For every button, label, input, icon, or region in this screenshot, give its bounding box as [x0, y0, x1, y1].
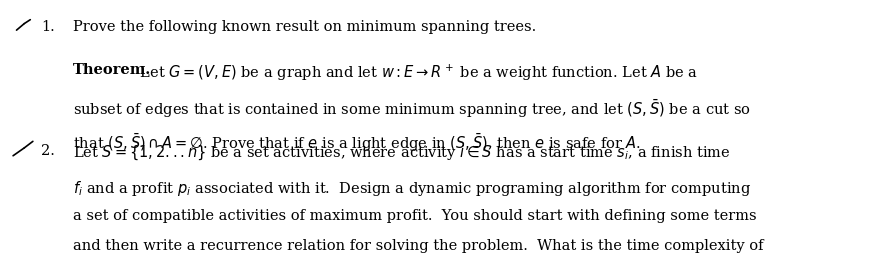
Text: 1.: 1.: [41, 20, 55, 34]
Text: Let $S = \{1, 2...n\}$ be a set activities, where activity $i \in S$ has a start: Let $S = \{1, 2...n\}$ be a set activiti…: [74, 144, 730, 162]
Text: that $(S, \bar{S}) \cap A = \emptyset$. Prove that if $e$ is a light edge in $(S: that $(S, \bar{S}) \cap A = \emptyset$. …: [74, 132, 641, 154]
Text: Theorem.: Theorem.: [74, 63, 152, 77]
Text: a set of compatible activities of maximum profit.  You should start with definin: a set of compatible activities of maximu…: [74, 209, 756, 223]
Text: 2.: 2.: [41, 144, 55, 158]
Text: $f_i$ and a profit $p_i$ associated with it.  Design a dynamic programing algori: $f_i$ and a profit $p_i$ associated with…: [74, 179, 751, 198]
Text: subset of edges that is contained in some minimum spanning tree, and let $(S, \b: subset of edges that is contained in som…: [74, 98, 750, 120]
Text: Let $G = (V, E)$ be a graph and let $w : E \rightarrow R^+$ be a weight function: Let $G = (V, E)$ be a graph and let $w :…: [135, 63, 697, 83]
Text: and then write a recurrence relation for solving the problem.  What is the time : and then write a recurrence relation for…: [74, 239, 763, 253]
Text: Prove the following known result on minimum spanning trees.: Prove the following known result on mini…: [74, 20, 536, 34]
